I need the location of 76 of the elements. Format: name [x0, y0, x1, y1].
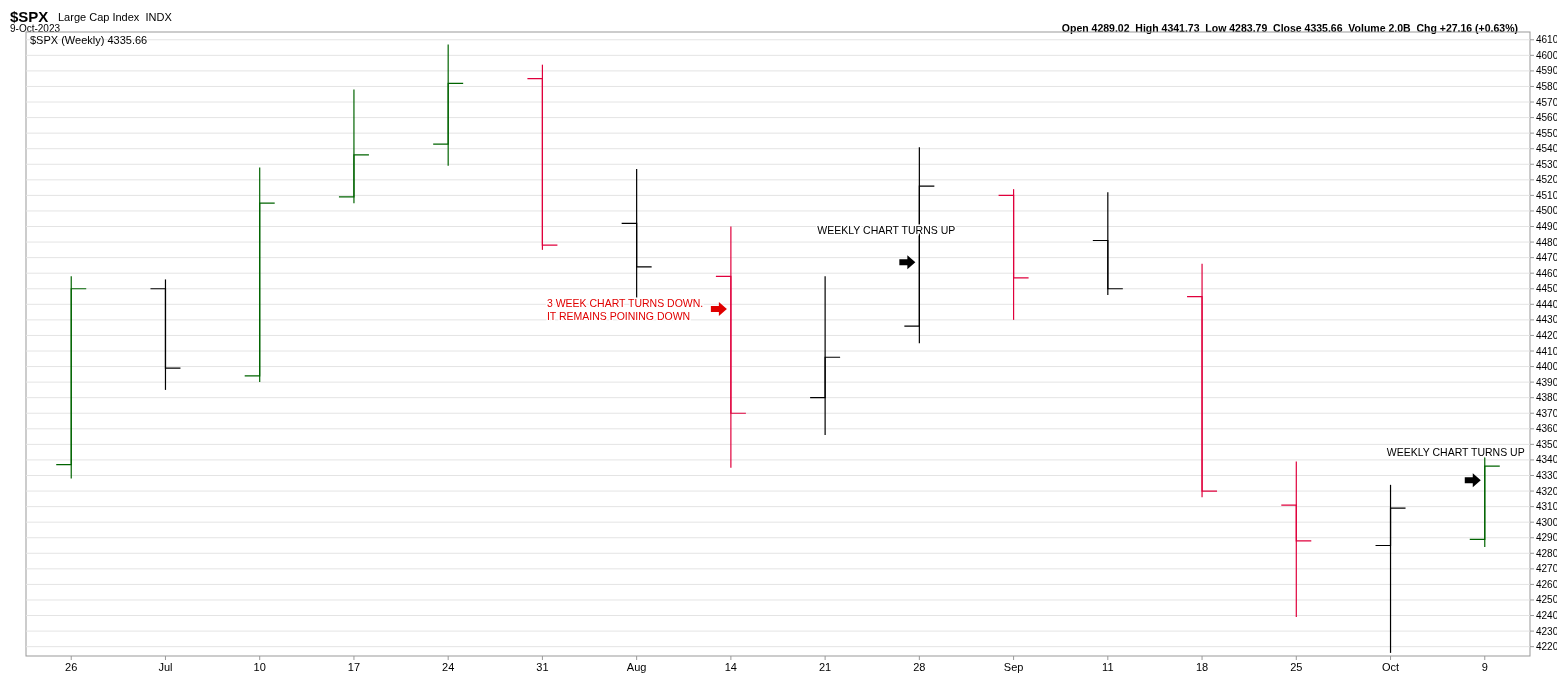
y-tick-label: 4590 [1536, 65, 1559, 77]
y-tick-label: 4490 [1536, 221, 1559, 233]
y-tick-label: 4360 [1536, 423, 1559, 435]
x-tick-label: 28 [913, 661, 926, 673]
x-tick-label: 9 [1481, 661, 1488, 673]
candlestick [621, 168, 653, 299]
x-tick-label: 24 [442, 661, 455, 673]
candlestick [432, 43, 464, 167]
y-tick-label: 4390 [1536, 376, 1559, 388]
annotation: 9-Oct-2023 [10, 23, 61, 34]
y-tick-label: 4380 [1536, 392, 1559, 404]
candlestick [338, 88, 370, 204]
chart-subtitle: Large Cap Index INDX [58, 11, 173, 23]
y-tick-label: 4250 [1536, 594, 1559, 606]
y-tick-label: 4610 [1536, 34, 1559, 46]
y-tick-label: 4220 [1536, 641, 1559, 653]
x-tick-label: Aug [626, 661, 647, 673]
y-tick-label: 4370 [1536, 407, 1559, 419]
y-tick-label: 4330 [1536, 469, 1559, 481]
y-tick-label: 4570 [1536, 96, 1559, 108]
y-tick-label: 4290 [1536, 532, 1559, 544]
y-tick-label: 4510 [1536, 189, 1559, 201]
candlestick [1374, 484, 1407, 654]
x-tick-label: Sep [1003, 661, 1024, 673]
y-tick-label: 4500 [1536, 205, 1559, 217]
y-tick-label: 4300 [1536, 516, 1559, 528]
y-tick-label: 4320 [1536, 485, 1559, 497]
x-tick-label: 11 [1102, 661, 1114, 673]
y-tick-label: 4470 [1536, 252, 1559, 264]
y-tick-label: 4340 [1536, 454, 1559, 466]
x-tick-label: 25 [1290, 661, 1303, 673]
y-tick-label: 4520 [1536, 174, 1559, 186]
y-tick-label: 4450 [1536, 283, 1559, 295]
y-tick-label: 4310 [1536, 501, 1559, 513]
y-tick-label: 4580 [1536, 80, 1559, 92]
y-tick-label: 4400 [1536, 361, 1559, 373]
y-tick-label: 4240 [1536, 610, 1559, 622]
y-tick-label: 4410 [1536, 345, 1559, 357]
candlestick [526, 64, 559, 251]
y-tick-label: 4550 [1536, 127, 1559, 139]
y-tick-label: 4430 [1536, 314, 1559, 326]
y-tick-label: 4260 [1536, 578, 1559, 590]
y-tick-label: 4280 [1536, 547, 1559, 559]
y-tick-label: 4560 [1536, 112, 1559, 124]
y-tick-label: 4420 [1536, 329, 1559, 341]
y-tick-label: 4530 [1536, 158, 1559, 170]
candlestick [55, 275, 87, 480]
candlestick [149, 278, 182, 391]
annotation: WEEKLY CHART TURNS UP [1386, 446, 1525, 459]
y-tick-label: 4460 [1536, 267, 1559, 279]
legend-title: $SPX (Weekly) 4335.66 [30, 34, 148, 46]
annotation: 3 WEEK CHART TURNS DOWN. IT REMAINS POINING DOWN [546, 296, 704, 322]
x-tick-label: 10 [253, 661, 266, 673]
x-tick-label: Oct [1381, 661, 1400, 673]
y-tick-label: 4600 [1536, 49, 1559, 61]
x-tick-label: 17 [347, 661, 361, 673]
annotation: Open 4289.02 High 4341.73 Low 4283.79 Close 4335.66 Volume 2.0B Chg +27.16 (+0.63%) [1061, 22, 1518, 34]
x-tick-label: Jul [158, 661, 173, 673]
x-tick-label: 31 [536, 661, 549, 673]
x-tick-label: 14 [724, 661, 738, 673]
chart-title: $SPX [10, 8, 49, 25]
y-tick-label: 4350 [1536, 438, 1559, 450]
x-tick-label: 26 [65, 661, 78, 673]
x-tick-label: 18 [1195, 661, 1209, 673]
y-tick-label: 4230 [1536, 625, 1559, 637]
y-tick-label: 4540 [1536, 143, 1559, 155]
candlestick [997, 188, 1030, 321]
candlestick [244, 166, 276, 383]
y-tick-label: 4270 [1536, 563, 1559, 575]
candlestick [1280, 460, 1312, 618]
y-tick-label: 4480 [1536, 236, 1559, 248]
y-tick-label: 4440 [1536, 298, 1559, 310]
x-tick-label: 21 [818, 661, 832, 673]
candlestick [1186, 263, 1218, 498]
candlestick [809, 275, 841, 436]
candlestick [1092, 191, 1124, 296]
